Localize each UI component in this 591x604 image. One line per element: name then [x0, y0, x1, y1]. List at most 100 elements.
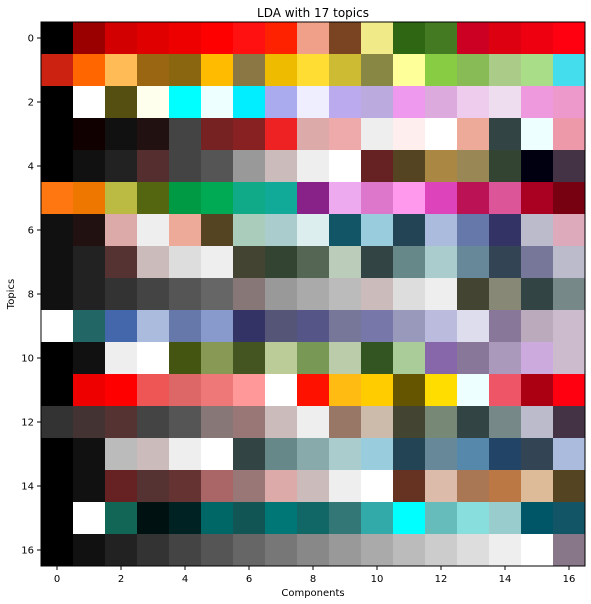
heatmap-cell: [329, 150, 362, 183]
heatmap-cell: [425, 374, 458, 407]
heatmap-cell: [457, 278, 490, 311]
heatmap-cell: [73, 246, 106, 279]
heatmap-cell: [553, 374, 586, 407]
heatmap-cell: [361, 278, 394, 311]
heatmap-cell: [233, 182, 266, 215]
heatmap-cell: [169, 342, 202, 375]
heatmap-cell: [489, 214, 522, 247]
heatmap-cell: [521, 278, 554, 311]
heatmap-cell: [137, 22, 170, 55]
heatmap-cell: [233, 214, 266, 247]
heatmap-cell: [233, 438, 266, 471]
heatmap-cell: [489, 86, 522, 119]
heatmap-cell: [521, 54, 554, 87]
heatmap-cell: [41, 118, 74, 151]
heatmap-cell: [521, 22, 554, 55]
heatmap-cell: [201, 438, 234, 471]
heatmap-cell: [73, 214, 106, 247]
heatmap-cell: [41, 214, 74, 247]
heatmap-cell: [169, 406, 202, 439]
heatmap-cell: [201, 118, 234, 151]
heatmap-cell: [393, 438, 426, 471]
heatmap-cell: [553, 150, 586, 183]
heatmap-cell: [137, 54, 170, 87]
heatmap-cell: [553, 438, 586, 471]
heatmap-cell: [137, 246, 170, 279]
heatmap-cell: [393, 86, 426, 119]
y-tick-label: 10: [21, 354, 34, 365]
heatmap-cell: [393, 374, 426, 407]
x-tick-label: 8: [310, 574, 316, 585]
heatmap-cell: [105, 406, 138, 439]
heatmap-cell: [361, 182, 394, 215]
heatmap-cell: [169, 150, 202, 183]
heatmap-cell: [265, 86, 298, 119]
y-tick-label: 4: [28, 162, 34, 173]
heatmap-cell: [41, 406, 74, 439]
heatmap-cell: [137, 214, 170, 247]
heatmap-cell: [233, 502, 266, 535]
heatmap-cell: [489, 470, 522, 503]
heatmap-cell: [425, 118, 458, 151]
heatmap-cell: [297, 214, 330, 247]
x-tick-label: 6: [246, 574, 252, 585]
heatmap-cell: [457, 54, 490, 87]
heatmap-cell: [169, 246, 202, 279]
heatmap-cell: [137, 342, 170, 375]
heatmap-cell: [553, 246, 586, 279]
heatmap-cell: [265, 278, 298, 311]
heatmap-cell: [265, 54, 298, 87]
heatmap-cell: [457, 374, 490, 407]
heatmap-cell: [553, 182, 586, 215]
heatmap-cell: [137, 470, 170, 503]
heatmap-cell: [361, 374, 394, 407]
heatmap-cell: [233, 22, 266, 55]
heatmap-cell: [489, 182, 522, 215]
heatmap-cell: [169, 182, 202, 215]
heatmap-cell: [233, 86, 266, 119]
y-tick-label: 16: [21, 546, 34, 557]
heatmap-cell: [393, 246, 426, 279]
heatmap-cell: [233, 278, 266, 311]
heatmap-cell: [425, 182, 458, 215]
heatmap-cell: [233, 342, 266, 375]
x-tick-label: 10: [371, 574, 384, 585]
heatmap-cell: [297, 374, 330, 407]
y-tick-label: 0: [28, 34, 34, 45]
heatmap-cell: [73, 534, 106, 567]
heatmap-cell: [265, 502, 298, 535]
heatmap-cell: [521, 534, 554, 567]
heatmap-cell: [425, 214, 458, 247]
heatmap-cell: [457, 182, 490, 215]
heatmap-cell: [553, 470, 586, 503]
heatmap-cell: [265, 438, 298, 471]
heatmap-cell: [361, 150, 394, 183]
heatmap-cell: [393, 534, 426, 567]
heatmap-cell: [329, 406, 362, 439]
heatmap-cell: [489, 502, 522, 535]
heatmap-cell: [297, 182, 330, 215]
heatmap-cell: [297, 310, 330, 343]
heatmap-cell: [457, 310, 490, 343]
heatmap-cell: [425, 278, 458, 311]
heatmap-cell: [297, 86, 330, 119]
heatmap-cell: [201, 310, 234, 343]
heatmap-cell: [297, 150, 330, 183]
heatmap-cell: [329, 54, 362, 87]
heatmap-cell: [41, 470, 74, 503]
y-tick-label: 6: [28, 226, 34, 237]
heatmap-cell: [521, 342, 554, 375]
heatmap-cell: [393, 22, 426, 55]
heatmap-cell: [329, 502, 362, 535]
heatmap-cell: [553, 214, 586, 247]
heatmap-cell: [73, 278, 106, 311]
heatmap-cell: [361, 438, 394, 471]
x-axis: 0 2 4 6 8 10 12 14 16: [54, 566, 575, 585]
heatmap-cell: [521, 86, 554, 119]
heatmap-cell: [105, 278, 138, 311]
heatmap-cell: [41, 374, 74, 407]
heatmap-cell: [169, 534, 202, 567]
heatmap-cell: [361, 118, 394, 151]
heatmap-cell: [73, 86, 106, 119]
heatmap-cell: [297, 118, 330, 151]
